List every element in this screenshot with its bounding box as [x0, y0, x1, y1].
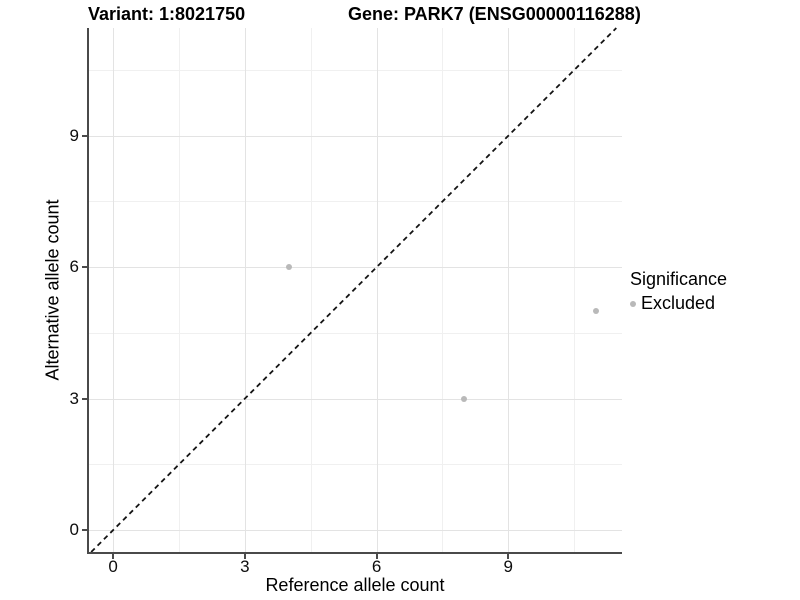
legend-entries: Excluded	[630, 293, 727, 314]
x-tick	[243, 554, 246, 559]
y-tick	[82, 397, 87, 400]
data-point	[285, 264, 292, 271]
gene-title: Gene: PARK7 (ENSG00000116288)	[348, 4, 641, 24]
legend-item: Excluded	[630, 293, 727, 314]
x-tick-label: 6	[371, 557, 382, 576]
gridline-major-v	[244, 28, 246, 552]
gridline-minor-v	[442, 28, 444, 552]
gridline-minor-v	[179, 28, 180, 552]
gridline-major-h	[89, 530, 622, 532]
x-tick-label: 9	[503, 557, 514, 576]
plot-panel	[89, 27, 622, 553]
gridline-major-v	[376, 28, 378, 552]
y-tick	[82, 266, 87, 269]
gridline-minor-v	[310, 28, 312, 552]
legend-title: Significance	[630, 269, 728, 289]
x-tick	[507, 554, 510, 559]
identity-line	[90, 27, 617, 553]
gridline-minor-v	[574, 28, 576, 552]
y-tick-label: 3	[69, 388, 79, 408]
gridline-major-h	[89, 267, 622, 269]
gridline-minor-h	[89, 201, 622, 203]
x-tick	[112, 554, 115, 559]
y-tick-label: 6	[69, 257, 79, 277]
y-axis-title: Alternative allele count	[42, 199, 63, 381]
gridline-minor-h	[89, 464, 622, 466]
x-tick-label: 3	[240, 557, 250, 576]
gridline-major-v	[508, 28, 510, 552]
data-point	[593, 308, 600, 315]
gridline-major-h	[89, 135, 622, 137]
y-tick	[82, 529, 87, 532]
x-axis-title: Reference allele count	[265, 575, 445, 595]
legend-key-dot	[630, 300, 636, 307]
x-tick-label: 0	[108, 557, 118, 576]
gridline-major-h	[89, 398, 622, 400]
y-tick	[82, 134, 87, 137]
y-axis-line	[87, 28, 89, 554]
legend-item-label: Excluded	[641, 293, 716, 313]
x-tick	[375, 554, 378, 559]
legend: Significance Excluded	[630, 269, 727, 314]
y-tick-label: 0	[69, 520, 79, 540]
gridline-minor-h	[89, 70, 622, 72]
y-tick-label: 9	[69, 125, 79, 145]
gridline-major-v	[113, 28, 115, 552]
data-point	[461, 395, 468, 402]
gridline-minor-h	[89, 332, 622, 334]
variant-title: Variant: 1:8021750	[88, 4, 246, 24]
x-axis-line	[87, 552, 622, 554]
